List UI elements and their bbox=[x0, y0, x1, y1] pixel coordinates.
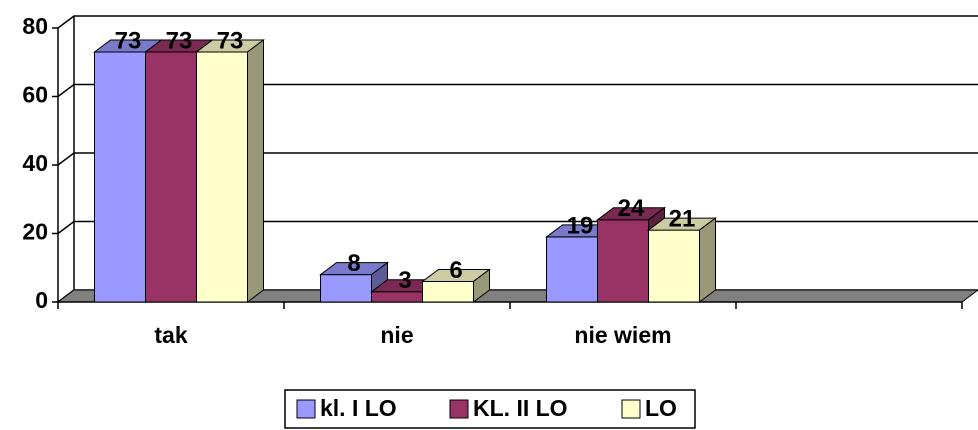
y-tick-label: 60 bbox=[22, 82, 48, 108]
value-label: 19 bbox=[567, 212, 594, 239]
value-label: 24 bbox=[618, 195, 645, 222]
y-tick-label: 0 bbox=[35, 287, 48, 313]
legend-key bbox=[449, 399, 469, 419]
value-label: 73 bbox=[217, 27, 244, 54]
value-label: 3 bbox=[398, 267, 411, 294]
bar-side bbox=[699, 217, 716, 303]
grid-line bbox=[57, 15, 978, 29]
value-label: 73 bbox=[115, 27, 142, 54]
grid-line bbox=[57, 152, 978, 166]
legend-label: LO bbox=[645, 395, 677, 421]
bar bbox=[320, 274, 372, 303]
bar bbox=[145, 51, 197, 303]
bar bbox=[196, 51, 248, 303]
bar bbox=[648, 229, 700, 303]
value-label: 8 bbox=[347, 250, 360, 277]
x-tick-label: nie wiem bbox=[574, 322, 671, 348]
value-label: 73 bbox=[166, 27, 193, 54]
bar bbox=[422, 280, 474, 303]
y-tick-label: 20 bbox=[22, 219, 48, 245]
bar-side bbox=[247, 38, 264, 303]
bar bbox=[546, 236, 598, 303]
legend-label: kl. I LO bbox=[320, 395, 397, 421]
y-tick-label: 80 bbox=[22, 13, 48, 39]
x-tick-label: tak bbox=[154, 322, 187, 348]
value-label: 21 bbox=[669, 205, 696, 232]
y-tick-label: 40 bbox=[22, 150, 48, 176]
x-tick-label: nie bbox=[380, 322, 413, 348]
bar bbox=[94, 51, 146, 303]
bar bbox=[371, 291, 423, 303]
legend-key bbox=[296, 399, 316, 419]
grid-line bbox=[57, 83, 978, 98]
bar bbox=[597, 219, 649, 303]
legend-label: KL. II LO bbox=[473, 395, 568, 421]
value-label: 6 bbox=[449, 257, 462, 284]
legend-key bbox=[621, 399, 641, 419]
bar-side bbox=[473, 268, 490, 303]
